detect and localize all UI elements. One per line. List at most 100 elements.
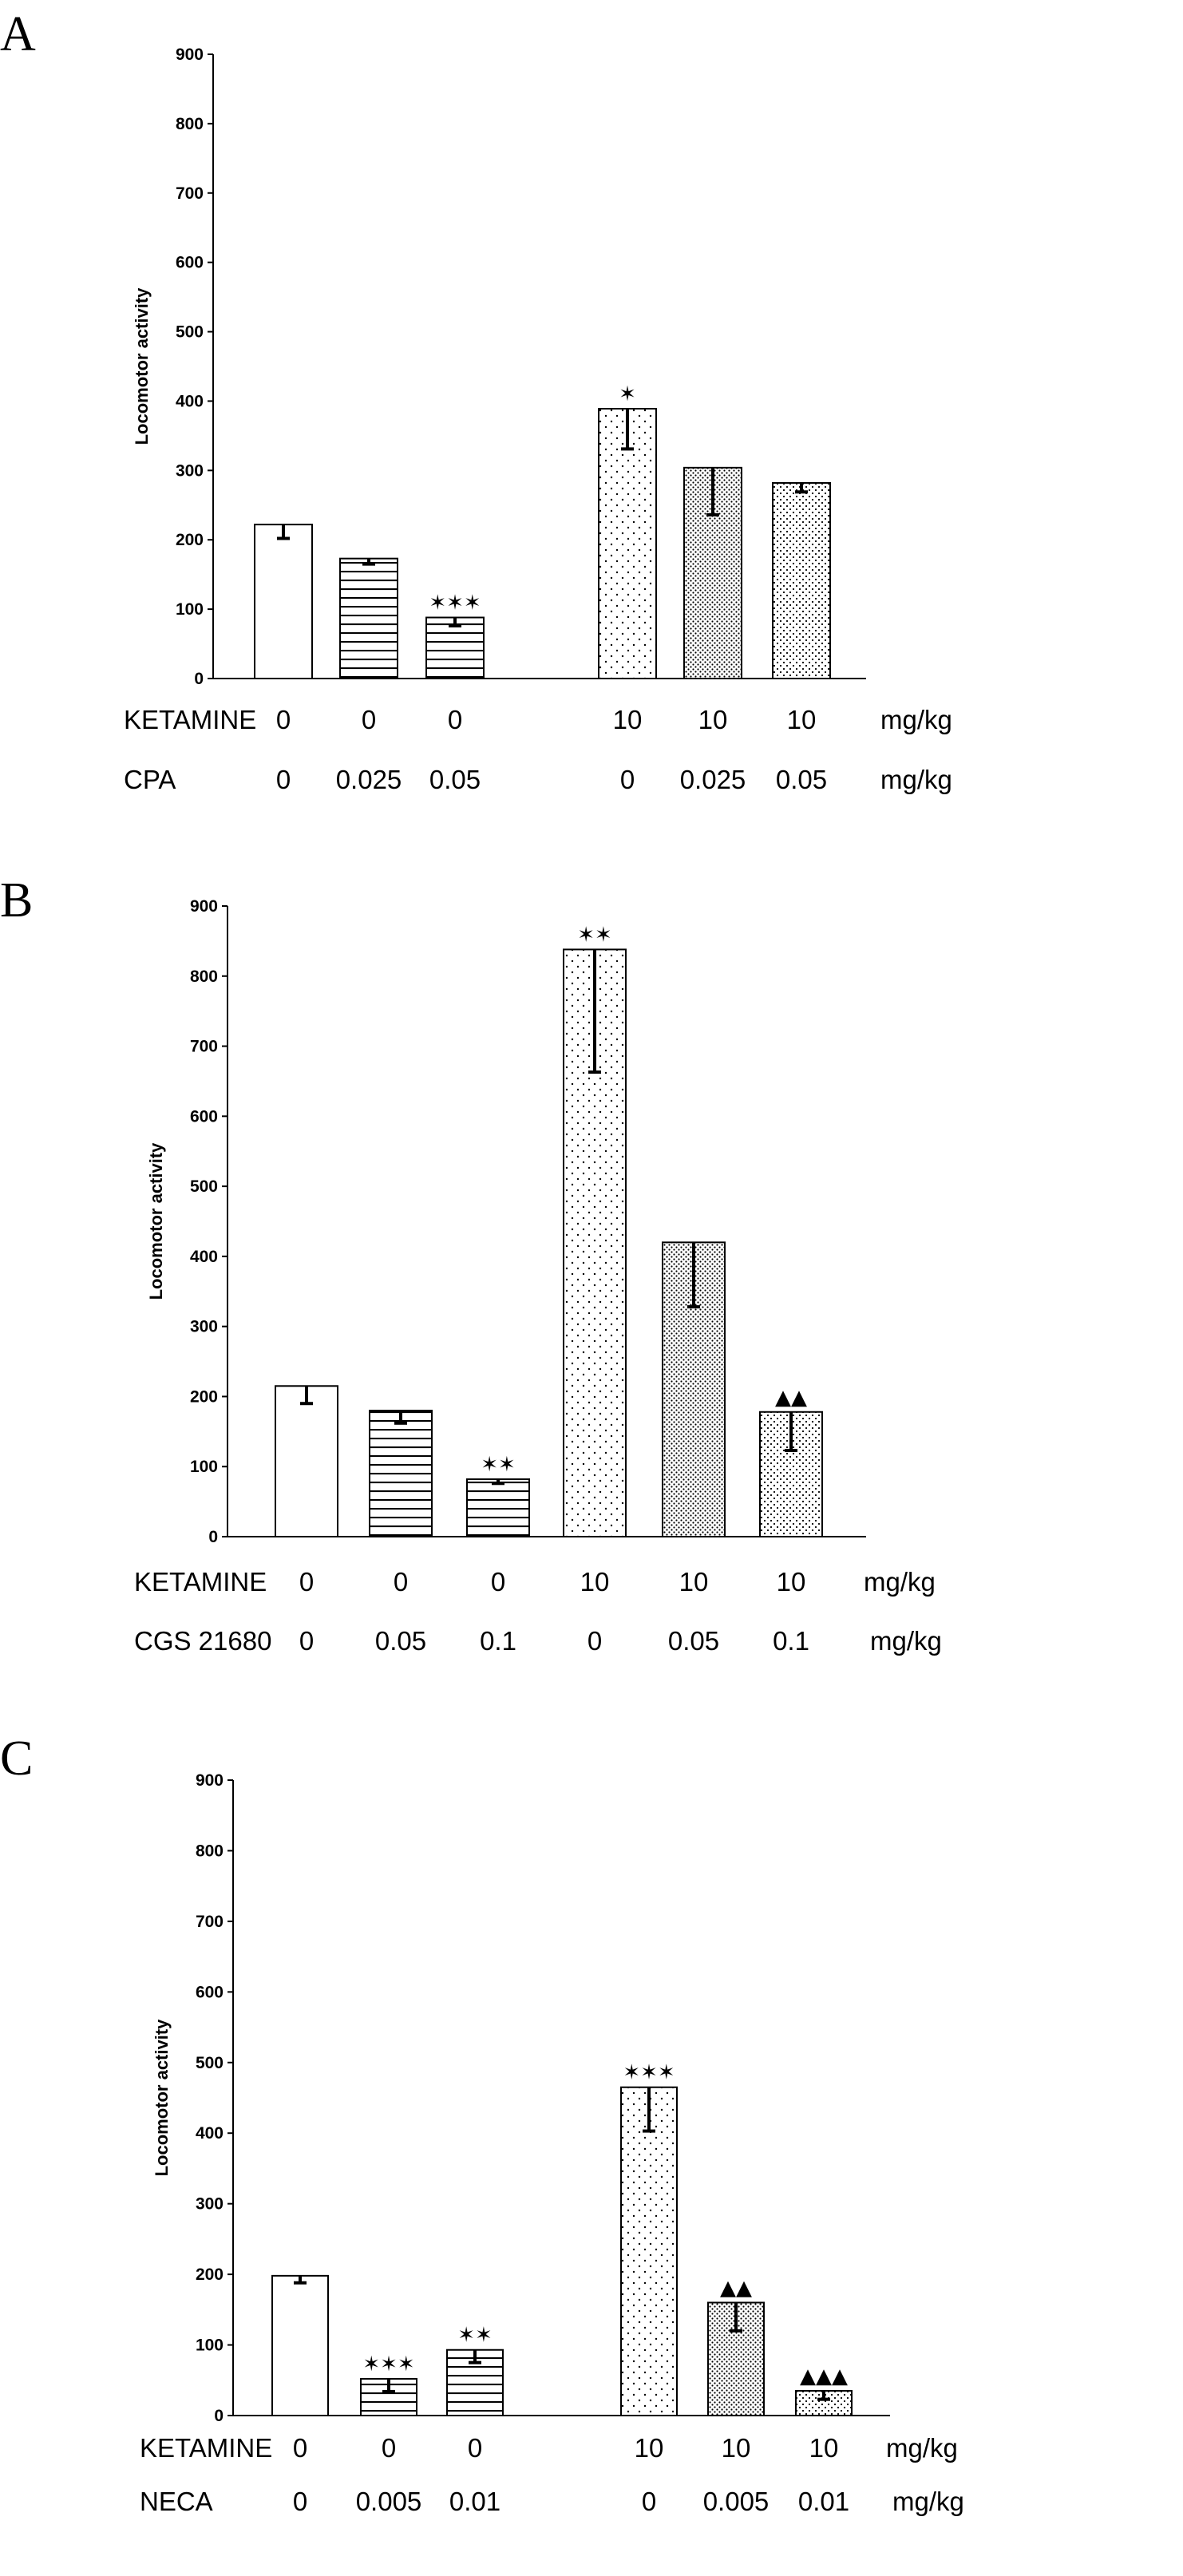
y-tick-label: 400 xyxy=(190,1248,218,1266)
panel-a: A 0 100 200 300 400 500 600 700 800 900 Locomotor … xyxy=(0,0,1183,858)
y-tick-label: 100 xyxy=(190,1458,218,1476)
row-label-ketamine: KETAMINE xyxy=(124,705,257,734)
bar-chart: 0 100 200 300 400 500 600 700 800 900 Locomotor ac… xyxy=(152,1771,890,2425)
drug-dose: 0 xyxy=(619,765,635,794)
bar xyxy=(275,1385,338,1537)
ketamine-dose: 10 xyxy=(786,705,817,734)
significance-marker: ✶✶✶ xyxy=(429,592,481,615)
ketamine-dose: 0 xyxy=(292,2433,308,2463)
y-tick-label: 100 xyxy=(176,600,204,619)
panel-c: C 0 100 200 300 400 500 600 700 800 900 Locomotor … xyxy=(0,1716,1183,2574)
y-tick-label: 300 xyxy=(196,2195,224,2214)
significance-marker: ▲▲ xyxy=(720,2276,752,2300)
y-tick-label: 700 xyxy=(190,1038,218,1056)
unit-label: mg/kg xyxy=(864,1567,936,1597)
drug-dose: 0 xyxy=(641,2487,657,2516)
bar-chart: 0 100 200 300 400 500 600 700 800 900 Locomotor ac… xyxy=(132,46,866,688)
y-tick-label: 300 xyxy=(176,461,204,480)
y-tick-label: 100 xyxy=(196,2337,224,2355)
bar xyxy=(620,2086,678,2416)
ketamine-dose: 10 xyxy=(634,2433,664,2463)
ketamine-dose: 0 xyxy=(381,2433,397,2463)
significance-marker: ✶✶ xyxy=(577,923,612,947)
row-label-drug: CGS 21680 xyxy=(134,1626,272,1656)
y-tick-label: 600 xyxy=(176,254,204,272)
drug-dose: 0.01 xyxy=(797,2487,850,2516)
drug-dose: 0.025 xyxy=(679,765,746,794)
row-label-ketamine: KETAMINE xyxy=(140,2433,273,2463)
drug-dose: 0.05 xyxy=(374,1626,427,1656)
y-tick-label: 200 xyxy=(190,1387,218,1406)
y-tick-label: 400 xyxy=(176,392,204,410)
bar xyxy=(339,557,398,680)
y-tick-label: 500 xyxy=(196,2054,224,2072)
row-label-drug: NECA xyxy=(140,2487,213,2516)
unit-label: mg/kg xyxy=(886,2433,958,2463)
drug-dose: 0 xyxy=(299,1626,315,1656)
y-tick-label: 700 xyxy=(176,184,204,203)
ketamine-dose: 10 xyxy=(612,705,643,734)
panel-letter: B xyxy=(0,873,34,928)
drug-dose: 0 xyxy=(587,1626,603,1656)
y-tick-label: 600 xyxy=(196,1983,224,2001)
row-label-drug: CPA xyxy=(124,765,176,794)
unit-label: mg/kg xyxy=(892,2487,964,2516)
y-tick-label: 800 xyxy=(190,967,218,986)
significance-marker: ✶ xyxy=(619,382,636,406)
ketamine-dose: 10 xyxy=(809,2433,839,2463)
y-tick-label: 0 xyxy=(194,670,204,688)
ketamine-dose: 10 xyxy=(580,1567,610,1597)
drug-dose: 0.1 xyxy=(773,1626,809,1656)
significance-marker: ▲▲ xyxy=(775,1386,807,1410)
ketamine-dose: 10 xyxy=(776,1567,806,1597)
panel-b: B 0 100 200 300 400 500 600 700 800 900 Locomotor … xyxy=(0,858,1183,1716)
ketamine-dose: 10 xyxy=(721,2433,751,2463)
bar xyxy=(772,481,831,679)
panel-letter: C xyxy=(0,1731,34,1786)
y-tick-label: 400 xyxy=(196,2124,224,2143)
bar xyxy=(369,1410,433,1537)
y-axis-label: Locomotor activity xyxy=(152,2019,172,2177)
ketamine-dose: 0 xyxy=(447,705,463,734)
y-axis-label: Locomotor activity xyxy=(146,1142,166,1300)
drug-dose: 0.005 xyxy=(702,2487,770,2516)
significance-marker: ✶✶ xyxy=(457,2324,493,2348)
panel-letter: A xyxy=(0,7,36,61)
y-tick-label: 200 xyxy=(176,531,204,549)
y-axis-label: Locomotor activity xyxy=(132,287,152,445)
significance-marker: ▲▲▲ xyxy=(800,2364,848,2388)
y-tick-label: 500 xyxy=(190,1177,218,1196)
ketamine-dose: 0 xyxy=(393,1567,409,1597)
y-tick-label: 300 xyxy=(190,1318,218,1336)
bar xyxy=(254,524,313,680)
drug-dose: 0.1 xyxy=(480,1626,516,1656)
ketamine-dose: 0 xyxy=(490,1567,506,1597)
ketamine-dose: 10 xyxy=(679,1567,709,1597)
bar xyxy=(598,408,657,679)
drug-dose: 0.05 xyxy=(667,1626,720,1656)
y-tick-label: 0 xyxy=(208,1528,218,1546)
unit-label: mg/kg xyxy=(880,765,952,794)
drug-dose: 0 xyxy=(292,2487,308,2516)
significance-marker: ✶✶✶ xyxy=(623,2061,675,2085)
drug-dose: 0 xyxy=(275,765,291,794)
drug-dose: 0.01 xyxy=(449,2487,501,2516)
ketamine-dose: 0 xyxy=(299,1567,315,1597)
drug-dose: 0.05 xyxy=(775,765,828,794)
drug-dose: 0.05 xyxy=(429,765,481,794)
unit-label: mg/kg xyxy=(870,1626,942,1656)
drug-dose: 0.025 xyxy=(335,765,402,794)
unit-label: mg/kg xyxy=(880,705,952,734)
y-tick-label: 200 xyxy=(196,2265,224,2284)
significance-marker: ✶✶ xyxy=(481,1453,516,1477)
y-tick-label: 900 xyxy=(176,46,204,64)
y-tick-label: 800 xyxy=(196,1842,224,1860)
y-tick-label: 0 xyxy=(214,2407,224,2425)
significance-marker: ✶✶✶ xyxy=(362,2352,414,2376)
row-label-ketamine: KETAMINE xyxy=(134,1567,267,1597)
bar xyxy=(425,616,485,679)
ketamine-dose: 10 xyxy=(698,705,728,734)
y-tick-label: 900 xyxy=(190,897,218,916)
bar xyxy=(271,2274,329,2416)
ketamine-dose: 0 xyxy=(467,2433,483,2463)
